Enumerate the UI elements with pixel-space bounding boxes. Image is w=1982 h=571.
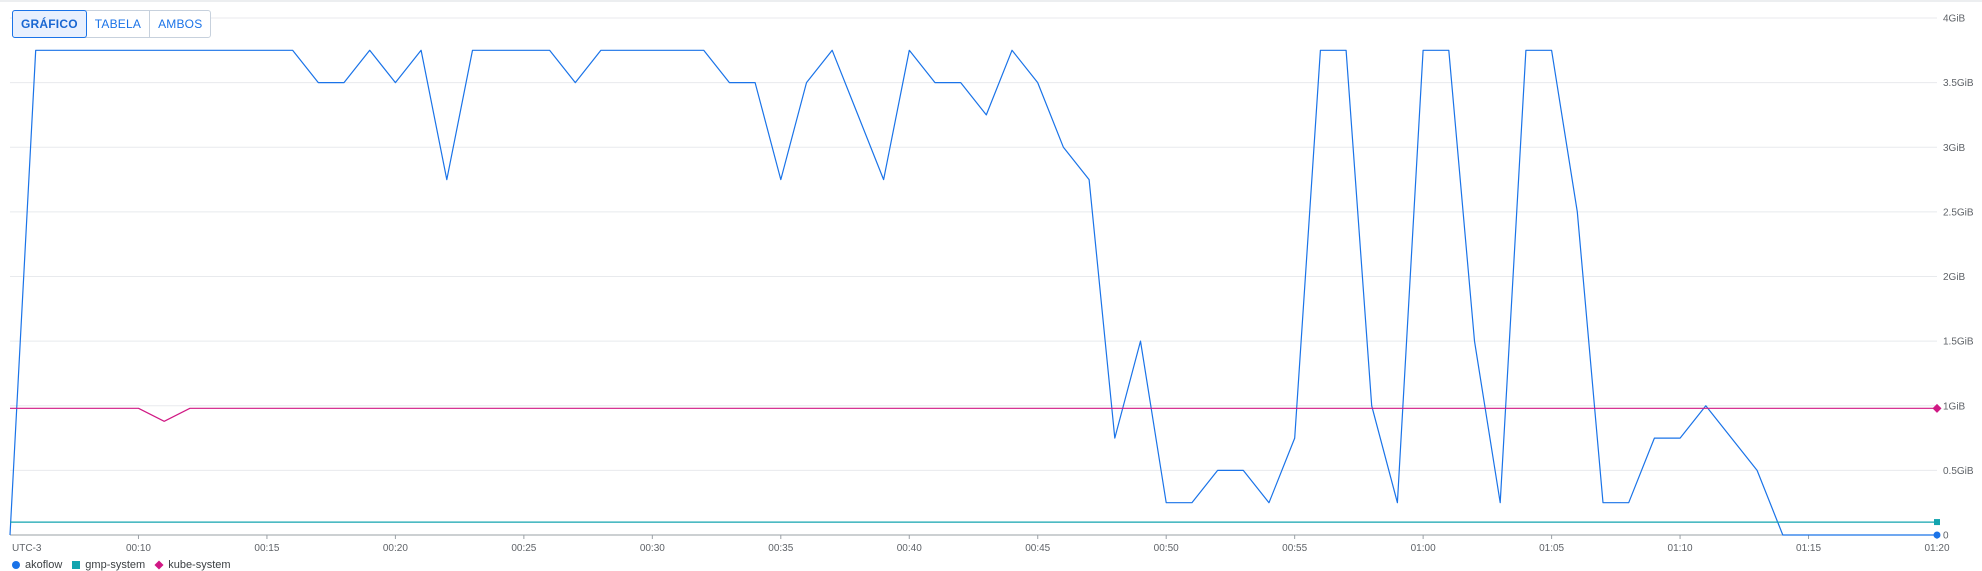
tab-tabela[interactable]: TABELA: [87, 11, 151, 37]
y-tick-label: 2GiB: [1943, 272, 1966, 283]
x-tick-label: 00:20: [383, 543, 408, 554]
legend-item-gmp-system[interactable]: gmp-system: [72, 559, 145, 571]
view-tabs: GRÁFICO TABELA AMBOS: [12, 10, 212, 38]
end-marker-akoflow: [1933, 531, 1941, 539]
x-tick-label: 00:55: [1282, 543, 1307, 554]
legend-swatch-icon: [72, 561, 81, 569]
tab-grafico[interactable]: GRÁFICO: [12, 10, 87, 38]
y-tick-label: 2.5GiB: [1943, 207, 1974, 218]
x-tick-label: 00:40: [897, 543, 922, 554]
legend-label: akoflow: [25, 559, 63, 571]
x-tick-label: 01:20: [1924, 543, 1949, 554]
legend-label: kube-system: [168, 559, 231, 571]
x-tick-label: 00:50: [1154, 543, 1179, 554]
legend-swatch-icon: [154, 560, 164, 570]
series-line-kube-system: [10, 407, 1937, 422]
timezone-label: UTC-3: [12, 543, 42, 554]
legend: akoflow gmp-system kube-system: [12, 559, 231, 571]
x-tick-label: 00:35: [768, 543, 793, 554]
series-line-akoflow: [9, 49, 1937, 536]
x-tick-label: 01:10: [1668, 543, 1693, 554]
x-tick-label: 00:45: [1025, 543, 1050, 554]
series-group: [9, 49, 1937, 536]
end-marker-kube-system: [1932, 403, 1942, 413]
x-tick-label: 00:30: [640, 543, 665, 554]
x-tick-label: 01:05: [1539, 543, 1564, 554]
grid-lines: [10, 17, 1937, 536]
y-axis: 0 0.5GiB 1GiB 1.5GiB 2GiB 2.5GiB 3GiB 3.5GiB 4Gi…: [1943, 14, 1974, 542]
end-marker-gmp-system: [1934, 519, 1940, 526]
y-tick-label: 3GiB: [1943, 143, 1966, 154]
legend-item-akoflow[interactable]: akoflow: [12, 559, 62, 571]
x-tick-label: 00:10: [126, 543, 151, 554]
x-tick-label: 00:15: [254, 543, 279, 554]
x-tick-label: 01:00: [1411, 543, 1436, 554]
legend-item-kube-system[interactable]: kube-system: [154, 559, 231, 571]
y-tick-label: 4GiB: [1943, 14, 1966, 25]
x-axis: 00:10 00:15 00:20 00:25 00:30 00:35 00:40 00:45…: [126, 535, 1950, 554]
legend-swatch-icon: [12, 561, 20, 569]
x-tick-label: 00:25: [511, 543, 536, 554]
y-tick-label: 1GiB: [1943, 401, 1966, 412]
tab-ambos[interactable]: AMBOS: [158, 17, 203, 31]
y-tick-label: 1.5GiB: [1943, 337, 1974, 348]
legend-label: gmp-system: [85, 559, 146, 571]
y-tick-label: 3.5GiB: [1943, 78, 1974, 89]
y-tick-label: 0.5GiB: [1943, 466, 1974, 477]
y-tick-label: 0: [1943, 531, 1949, 542]
x-tick-label: 01:15: [1796, 543, 1821, 554]
end-markers: [1932, 403, 1942, 539]
